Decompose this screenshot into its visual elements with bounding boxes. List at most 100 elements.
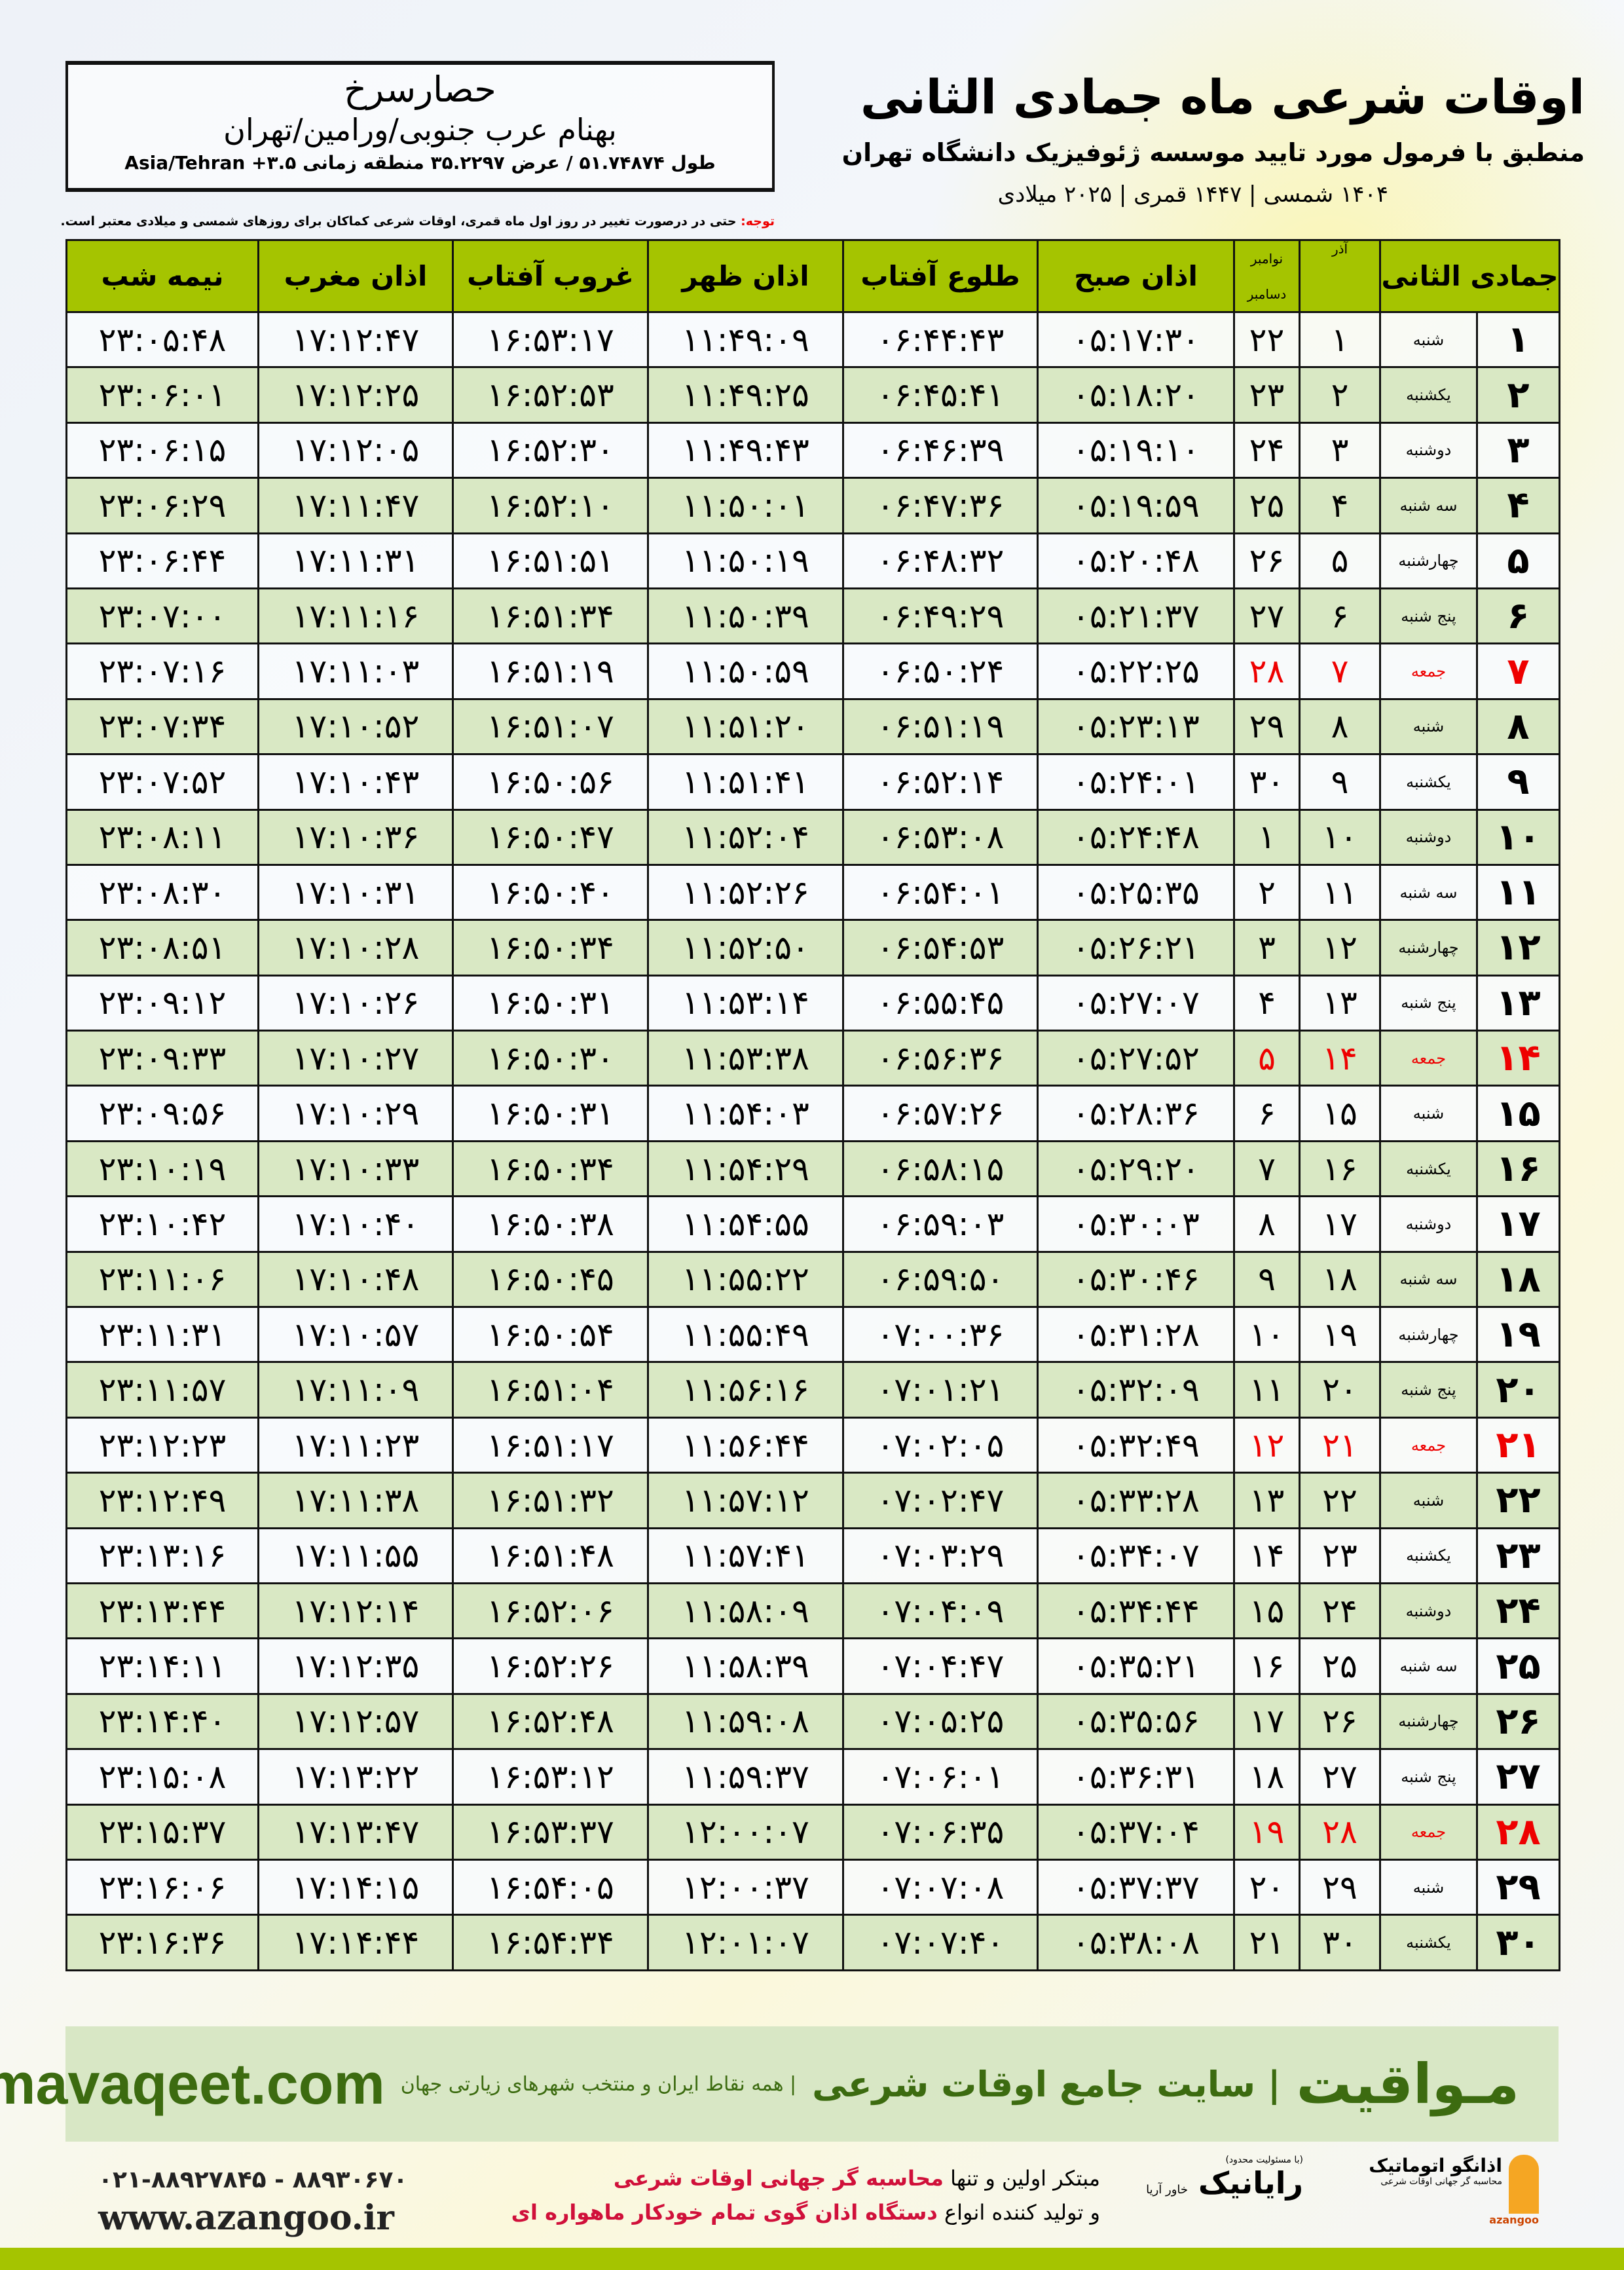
cell-maghrib: ۱۷:۱۰:۲۶ [257,974,454,1032]
cell-dhuhr: ۱۱:۴۹:۲۵ [647,366,844,424]
cell-midnight: ۲۳:۱۴:۴۰ [65,1692,259,1751]
cell-fajr: ۰۵:۲۲:۲۵ [1037,642,1235,700]
cell-sunrise: ۰۶:۵۵:۴۵ [842,974,1039,1032]
cell-azar-day: ۲۴ [1299,1582,1381,1640]
table-row: ۵ چهارشنبه ۵ ۲۶ ۰۵:۲۰:۴۸ ۰۶:۴۸:۳۲ ۱۱:۵۰:۱۹ ۱۶:۵… [65,532,1560,589]
cell-maghrib: ۱۷:۱۲:۳۵ [257,1637,454,1695]
cell-fajr: ۰۵:۳۶:۳۱ [1037,1748,1235,1806]
cell-sunrise: ۰۶:۴۵:۴۱ [842,366,1039,424]
cell-sunrise: ۰۶:۵۹:۰۳ [842,1195,1039,1253]
cell-fajr: ۰۵:۲۴:۰۱ [1037,753,1235,811]
cell-dhuhr: ۱۱:۵۶:۴۴ [647,1416,844,1474]
cell-hijri-day: ۶ [1476,587,1560,645]
cell-sunrise: ۰۶:۴۷:۳۶ [842,477,1039,534]
cell-midnight: ۲۳:۰۶:۱۵ [65,421,259,479]
cell-sunset: ۱۶:۵۴:۳۴ [452,1914,649,1971]
cell-midnight: ۲۳:۱۴:۱۱ [65,1637,259,1695]
header-november: نوامبر [1250,250,1283,267]
cell-gregorian-day: ۷ [1233,1140,1301,1198]
cell-gregorian-day: ۲۷ [1233,587,1301,645]
cell-dhuhr: ۱۱:۵۷:۴۱ [647,1527,844,1584]
cell-fajr: ۰۵:۲۴:۴۸ [1037,808,1235,866]
cell-azar-day: ۵ [1299,532,1381,589]
cell-azar-day: ۱ [1299,310,1381,369]
cell-weekday: یکشنبه [1379,1140,1478,1198]
cell-sunset: ۱۶:۵۳:۳۷ [452,1803,649,1861]
cell-hijri-day: ۳ [1476,421,1560,479]
cell-dhuhr: ۱۱:۵۰:۱۹ [647,532,844,589]
cell-sunrise: ۰۷:۰۲:۰۵ [842,1416,1039,1474]
cell-weekday: پنج شنبه [1379,974,1478,1032]
cell-maghrib: ۱۷:۱۱:۴۷ [257,477,454,534]
cell-fajr: ۰۵:۳۵:۵۶ [1037,1692,1235,1751]
cell-sunset: ۱۶:۵۰:۵۶ [452,753,649,811]
cell-sunset: ۱۶:۵۰:۴۵ [452,1250,649,1309]
cell-sunrise: ۰۶:۵۷:۲۶ [842,1085,1039,1142]
cell-maghrib: ۱۷:۱۰:۵۷ [257,1306,454,1364]
cell-hijri-day: ۲۲ [1476,1472,1560,1529]
cell-azar-day: ۴ [1299,477,1381,534]
cell-azar-day: ۷ [1299,642,1381,700]
cell-sunset: ۱۶:۵۰:۴۰ [452,863,649,921]
cell-sunrise: ۰۶:۴۶:۳۹ [842,421,1039,479]
cell-midnight: ۲۳:۱۰:۴۲ [65,1195,259,1253]
table-row: ۶ پنج شنبه ۶ ۲۷ ۰۵:۲۱:۳۷ ۰۶:۴۹:۲۹ ۱۱:۵۰:۳۹ ۱۶:۵… [65,587,1560,645]
cell-sunrise: ۰۶:۵۰:۲۴ [842,642,1039,700]
cell-sunset: ۱۶:۵۱:۰۷ [452,698,649,756]
table-row: ۱۲ چهارشنبه ۱۲ ۳ ۰۵:۲۶:۲۱ ۰۶:۵۴:۵۳ ۱۱:۵۲:۵۰ ۱۶:… [65,919,1560,977]
cell-midnight: ۲۳:۰۷:۰۰ [65,587,259,645]
cell-sunrise: ۰۷:۰۶:۰۱ [842,1748,1039,1806]
cell-maghrib: ۱۷:۱۰:۲۷ [257,1030,454,1087]
cell-dhuhr: ۱۲:۰۰:۰۷ [647,1803,844,1861]
cell-midnight: ۲۳:۱۵:۳۷ [65,1803,259,1861]
cell-fajr: ۰۵:۱۹:۱۰ [1037,421,1235,479]
cell-weekday: یکشنبه [1379,366,1478,424]
header-december: دسامبر [1247,286,1287,302]
cell-weekday: دوشنبه [1379,421,1478,479]
cell-weekday: پنج شنبه [1379,587,1478,645]
region-path: بهنام عرب جنوبی/ورامین/تهران [223,112,617,147]
cell-hijri-day: ۲۱ [1476,1416,1560,1474]
location-box: حصارسرخ بهنام عرب جنوبی/ورامین/تهران طول… [65,61,775,192]
cell-gregorian-day: ۱۷ [1233,1692,1301,1751]
cell-gregorian-day: ۴ [1233,974,1301,1032]
cell-weekday: شنبه [1379,1858,1478,1916]
cell-azar-day: ۱۹ [1299,1306,1381,1364]
note-label: توجه: [741,214,775,229]
promo-line1-a: مبتکر اولین و تنها [943,2166,1100,2191]
table-row: ۱۸ سه شنبه ۱۸ ۹ ۰۵:۳۰:۴۶ ۰۶:۵۹:۵۰ ۱۱:۵۵:۲۲ ۱۶:۵… [65,1250,1560,1309]
cell-gregorian-day: ۱۹ [1233,1803,1301,1861]
cell-maghrib: ۱۷:۱۱:۲۳ [257,1416,454,1474]
header-maghrib: اذان مغرب [257,239,454,313]
cell-azar-day: ۳ [1299,421,1381,479]
cell-midnight: ۲۳:۰۶:۴۴ [65,532,259,589]
cell-fajr: ۰۵:۳۷:۳۷ [1037,1858,1235,1916]
cell-sunset: ۱۶:۵۲:۴۸ [452,1692,649,1751]
cell-midnight: ۲۳:۰۶:۰۱ [65,366,259,424]
table-row: ۳۰ یکشنبه ۳۰ ۲۱ ۰۵:۳۸:۰۸ ۰۷:۰۷:۴۰ ۱۲:۰۱:۰۷ ۱۶:۵… [65,1914,1560,1971]
mavaqeet-link[interactable]: mavaqeet.com [0,2051,385,2116]
cell-dhuhr: ۱۱:۵۴:۰۳ [647,1085,844,1142]
cell-weekday: چهارشنبه [1379,919,1478,977]
cell-gregorian-day: ۱۴ [1233,1527,1301,1584]
cell-dhuhr: ۱۱:۵۸:۰۹ [647,1582,844,1640]
cell-midnight: ۲۳:۱۱:۰۶ [65,1250,259,1309]
cell-gregorian-day: ۸ [1233,1195,1301,1253]
cell-weekday: سه شنبه [1379,863,1478,921]
cell-hijri-day: ۲۳ [1476,1527,1560,1584]
table-header: جمادی الثانی آذر نوامبر دسامبر اذان صبح ط… [65,239,1560,313]
mavaqeet-banner: مـواقیت | سایت جامع اوقات شرعی | همه نقا… [0,2026,1559,2142]
cell-midnight: ۲۳:۰۸:۳۰ [65,863,259,921]
cell-maghrib: ۱۷:۱۱:۳۸ [257,1472,454,1529]
sponsor-logos: اذانگو اتوماتیک محاسبه گر جهانی اوقات شرع… [1133,2155,1539,2233]
cell-azar-day: ۲۶ [1299,1692,1381,1751]
azangoo-link[interactable]: www.azangoo.ir [98,2198,394,2238]
cell-maghrib: ۱۷:۱۰:۳۶ [257,808,454,866]
cell-weekday: یکشنبه [1379,1527,1478,1584]
cell-maghrib: ۱۷:۱۱:۳۱ [257,532,454,589]
cell-sunrise: ۰۷:۰۴:۴۷ [842,1637,1039,1695]
cell-sunset: ۱۶:۵۱:۱۹ [452,642,649,700]
cell-azar-day: ۱۰ [1299,808,1381,866]
cell-dhuhr: ۱۱:۵۱:۴۱ [647,753,844,811]
cell-gregorian-day: ۱۲ [1233,1416,1301,1474]
